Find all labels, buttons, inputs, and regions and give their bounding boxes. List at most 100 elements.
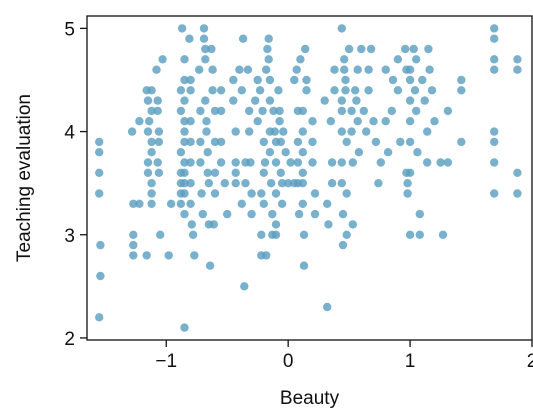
data-point — [444, 107, 452, 115]
data-point — [202, 117, 210, 125]
data-point — [129, 251, 137, 259]
data-point — [180, 169, 188, 177]
data-point — [155, 169, 163, 177]
data-point — [295, 210, 303, 218]
data-point — [412, 55, 420, 63]
data-point — [308, 117, 316, 125]
data-point — [364, 66, 372, 74]
data-point — [323, 200, 331, 208]
data-point — [177, 148, 185, 156]
data-point — [323, 303, 331, 311]
data-point — [144, 169, 152, 177]
data-point — [180, 189, 188, 197]
data-point — [490, 127, 498, 135]
data-point — [135, 117, 143, 125]
data-point — [490, 24, 498, 32]
data-point — [384, 148, 392, 156]
data-point — [382, 117, 390, 125]
data-point — [135, 200, 143, 208]
data-point — [367, 45, 375, 53]
data-point — [406, 138, 414, 146]
y-axis-ticks: 2 3 4 5 — [64, 19, 87, 350]
data-point — [345, 45, 353, 53]
data-point — [327, 117, 335, 125]
data-point — [308, 158, 316, 166]
data-point — [299, 200, 307, 208]
data-point — [308, 138, 316, 146]
data-point — [418, 76, 426, 84]
data-point — [257, 189, 265, 197]
data-point — [490, 35, 498, 43]
data-point — [201, 96, 209, 104]
data-point — [251, 96, 259, 104]
data-point — [177, 86, 185, 94]
data-point — [444, 158, 452, 166]
data-point — [389, 76, 397, 84]
data-point — [403, 189, 411, 197]
data-point — [351, 86, 359, 94]
data-point — [186, 76, 194, 84]
data-point — [324, 220, 332, 228]
data-point — [513, 189, 521, 197]
data-point — [95, 313, 103, 321]
data-point — [144, 127, 152, 135]
data-point — [340, 66, 348, 74]
data-point — [338, 107, 346, 115]
x-tick-label: 1 — [405, 351, 416, 372]
data-point — [178, 24, 186, 32]
x-axis-title: Beauty — [280, 388, 340, 409]
data-point — [490, 138, 498, 146]
data-point — [201, 55, 209, 63]
data-point — [279, 127, 287, 135]
data-point — [360, 107, 368, 115]
data-point — [147, 86, 155, 94]
data-point — [330, 66, 338, 74]
data-point — [272, 231, 280, 239]
data-point — [185, 35, 193, 43]
y-axis-title: Teaching evaluation — [14, 94, 35, 262]
data-point — [217, 107, 225, 115]
data-point — [396, 138, 404, 146]
data-point — [155, 127, 163, 135]
data-point — [180, 127, 188, 135]
data-point — [299, 107, 307, 115]
data-point — [299, 127, 307, 135]
x-tick-label: −1 — [155, 351, 177, 372]
data-point — [247, 210, 255, 218]
data-point — [147, 138, 155, 146]
data-point — [423, 127, 431, 135]
data-point — [406, 76, 414, 84]
data-point — [257, 231, 265, 239]
data-point — [349, 158, 357, 166]
data-point — [294, 158, 302, 166]
data-point — [197, 189, 205, 197]
y-tick-label: 3 — [64, 226, 75, 247]
data-point — [406, 96, 414, 104]
data-point — [299, 169, 307, 177]
data-point — [180, 55, 188, 63]
data-point — [293, 66, 301, 74]
data-point — [232, 179, 240, 187]
data-point — [156, 231, 164, 239]
data-point — [204, 148, 212, 156]
data-point — [406, 66, 414, 74]
data-point — [412, 107, 420, 115]
data-point — [229, 76, 237, 84]
data-point — [96, 241, 104, 249]
data-point — [196, 138, 204, 146]
data-point — [211, 169, 219, 177]
data-point — [328, 158, 336, 166]
data-point — [290, 76, 298, 84]
data-point — [355, 148, 363, 156]
data-point — [128, 127, 136, 135]
data-point — [282, 148, 290, 156]
data-point — [206, 262, 214, 270]
data-point — [294, 138, 302, 146]
data-point — [439, 231, 447, 239]
y-tick-label: 4 — [64, 123, 75, 144]
data-point — [217, 86, 225, 94]
data-point — [300, 262, 308, 270]
data-point — [167, 200, 175, 208]
data-point — [428, 86, 436, 94]
data-point — [144, 96, 152, 104]
